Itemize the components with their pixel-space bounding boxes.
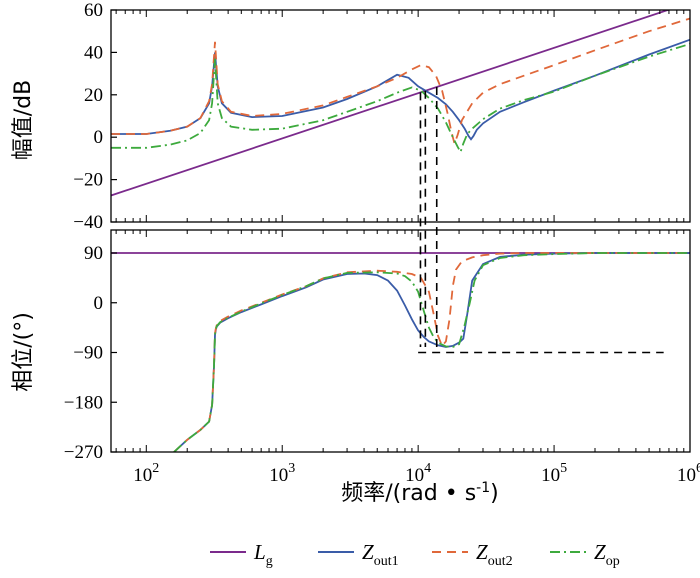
legend-label-1: Zout1	[362, 540, 399, 569]
legend-label-3: Zop	[594, 540, 620, 569]
y-tick-label-mag: −40	[73, 212, 103, 233]
plot-frame-phase	[110, 229, 691, 453]
x-tick-label: 106	[677, 461, 700, 486]
y-tick-label-mag: 0	[94, 127, 104, 148]
magnitude-y-axis-label: 幅值/dB	[11, 80, 36, 160]
x-axis-label-exponent: -1	[476, 480, 490, 496]
legend-label-2: Zout2	[476, 540, 513, 569]
x-tick-label: 103	[269, 461, 295, 486]
series-mag-lg	[111, 10, 671, 197]
y-tick-label-phase: −270	[64, 442, 103, 463]
x-axis-label-end: )	[490, 481, 499, 506]
y-tick-label-phase: −90	[73, 343, 103, 364]
plot-frame-mag	[110, 9, 691, 223]
x-axis-label-main: 频率/(rad • s	[341, 481, 476, 506]
series-phase-zout2	[173, 252, 690, 452]
y-tick-label-phase: −180	[64, 392, 103, 413]
series-mag-zout2	[111, 17, 690, 147]
magnitude-panel: −40 −20 0 20 40 60	[73, 0, 691, 233]
y-tick-label-phase: 90	[84, 243, 103, 264]
series-phase-zout1	[173, 252, 690, 452]
series-phase-zop	[173, 252, 690, 452]
phase-panel: −270 −180 −90 0 90 102 103 104 105 106	[64, 229, 700, 486]
series-mag-zout1	[111, 38, 690, 141]
y-tick-label-mag: 60	[84, 0, 103, 21]
x-tick-label: 102	[133, 461, 159, 486]
x-axis-label: 频率/(rad • s-1)	[341, 480, 498, 506]
y-tick-label-phase: 0	[94, 293, 104, 314]
y-tick-label-mag: 20	[84, 85, 103, 106]
series-mag-zop	[111, 43, 690, 155]
x-tick-label: 105	[541, 461, 567, 486]
legend: Lg Zout1 Zout2 Zop	[210, 540, 620, 569]
phase-y-axis-label: 相位/(°)	[11, 312, 36, 392]
crossover-markers	[419, 86, 438, 347]
x-tick-label: 104	[405, 461, 431, 486]
legend-label-0: Lg	[253, 540, 273, 569]
y-tick-label-mag: 40	[84, 42, 103, 63]
y-tick-label-mag: −20	[73, 170, 103, 191]
